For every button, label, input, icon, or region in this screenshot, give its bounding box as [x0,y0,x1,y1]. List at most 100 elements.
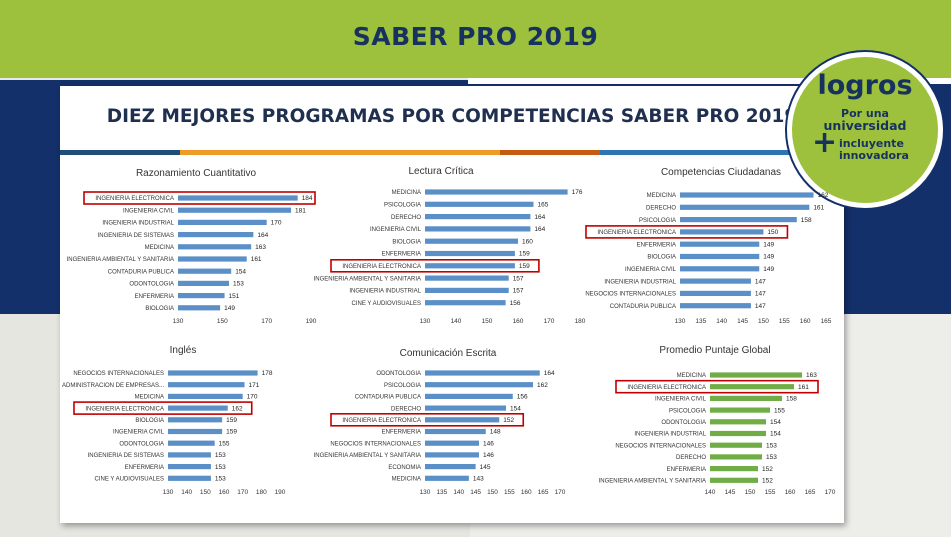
value-label: 150 [767,229,778,236]
category-label: ENFERMERIA [637,242,676,248]
bar [178,293,225,299]
tick-label: 150 [482,318,493,325]
category-label: ADMINISTRACION DE EMPRESAS... [62,383,164,389]
value-label: 157 [513,288,524,295]
tick-label: 145 [737,318,748,325]
bar [710,442,762,448]
tick-label: 150 [217,318,228,325]
category-label: DERECHO [391,215,421,221]
tick-label: 155 [765,489,776,496]
highlight-box [585,225,789,239]
bar [425,263,515,269]
category-label: MEDICINA [677,373,706,379]
value-label: 152 [762,478,773,485]
category-label: INGENIERIA DE SISTEMAS [98,233,174,239]
category-label: INGENIERIA CIVIL [123,208,175,214]
bar [425,440,479,446]
bar [178,232,254,238]
category-label: BIOLOGIA [647,255,676,261]
chart-title: Comunicación Escrita [400,348,497,359]
bar [178,305,221,311]
value-label: 155 [774,407,785,414]
value-label: 159 [226,429,237,436]
category-label: INGENIERIA INDUSTRIAL [634,432,706,438]
bar [168,405,228,411]
category-label: ENFERMERIA [382,252,421,258]
category-label: ODONTOLOGIA [661,420,706,426]
tick-label: 180 [256,489,267,496]
value-label: 154 [235,268,246,275]
tick-label: 170 [237,489,248,496]
category-label: MEDICINA [392,477,421,483]
value-label: 146 [483,452,494,459]
category-label: INGENIERIA ELECTRONICA [95,196,174,202]
bar [178,256,247,262]
category-label: ENFERMERIA [667,467,706,473]
bar [425,189,568,195]
chart-title: Lectura Crítica [408,166,473,177]
bar [178,207,292,213]
bar [680,217,797,223]
value-label: 156 [517,394,528,401]
category-label: MEDICINA [145,245,174,251]
category-label: INGENIERIA CIVIL [655,397,707,403]
bar [425,417,500,423]
tick-label: 160 [785,489,796,496]
bar [168,452,211,458]
category-label: INGENIERIA CIVIL [370,227,422,233]
tick-label: 180 [575,318,586,325]
logo-line-4: innovadora [839,149,909,162]
header-bar [0,0,951,78]
bar [710,407,770,413]
value-label: 161 [798,384,809,391]
value-label: 153 [215,476,226,483]
value-label: 145 [480,464,491,471]
value-label: 164 [534,226,545,233]
bar [425,287,509,293]
bar [425,275,509,281]
tick-label: 135 [436,489,447,496]
logo-plus-icon: + [812,125,838,160]
value-label: 152 [762,466,773,473]
category-label: ENFERMERIA [382,430,421,436]
category-label: INGENIERIA INDUSTRIAL [604,279,676,285]
slide-title: SABER PRO 2019 [352,22,599,51]
value-label: 176 [572,189,583,196]
category-label: INGENIERIA AMBIENTAL Y SANITARIA [67,257,174,263]
stripe-2 [180,150,340,155]
value-label: 159 [226,417,237,424]
stripe-4 [500,150,600,155]
bar [178,268,232,274]
value-label: 143 [473,476,484,483]
bar [425,238,518,244]
category-label: NEGOCIOS INTERNACIONALES [585,292,676,298]
value-label: 164 [544,370,555,377]
value-label: 159 [519,251,530,258]
tick-label: 190 [306,318,317,325]
tick-label: 150 [487,489,498,496]
tick-label: 140 [453,489,464,496]
bar [425,464,476,470]
tick-label: 140 [181,489,192,496]
value-label: 149 [763,266,774,273]
tick-label: 135 [695,318,706,325]
category-label: MEDICINA [392,190,421,196]
highlight-box [615,379,819,394]
bar [168,440,215,446]
bar [178,280,229,286]
category-label: ENFERMERIA [135,294,174,300]
bar [710,419,766,425]
category-label: DERECHO [646,206,676,212]
chart-title: Competencias Ciudadanas [661,167,781,178]
bar [710,372,802,378]
logo-line-3: incluyente [839,137,904,150]
value-label: 178 [262,370,273,377]
category-label: INGENIERIA DE SISTEMAS [88,453,164,459]
bar [178,219,267,225]
bar [680,290,751,296]
bar [680,278,751,284]
bar [168,370,258,376]
bar [178,244,252,250]
value-label: 147 [755,291,766,298]
